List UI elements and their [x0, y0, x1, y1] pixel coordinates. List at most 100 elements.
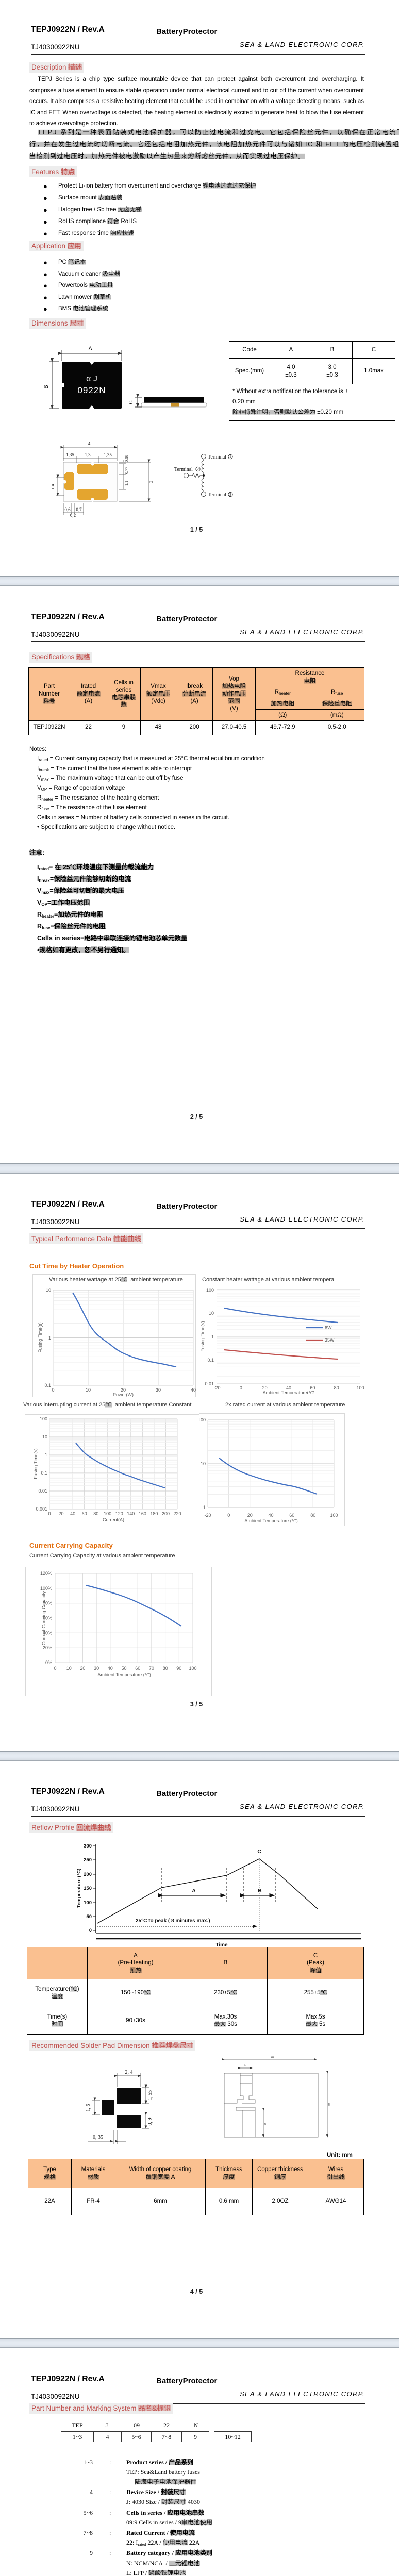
- svg-text:0.001: 0.001: [36, 1506, 47, 1512]
- svg-text:100: 100: [84, 1900, 92, 1906]
- svg-text:A: A: [88, 346, 92, 352]
- svg-text:0, 9: 0, 9: [147, 2118, 153, 2126]
- svg-text:80%: 80%: [43, 1601, 52, 1606]
- svg-text:20: 20: [80, 1666, 85, 1671]
- svg-text:10: 10: [201, 1461, 206, 1466]
- svg-text:60: 60: [82, 1511, 87, 1516]
- svg-text:0,7: 0,7: [76, 507, 82, 512]
- svg-text:-20: -20: [204, 1513, 211, 1518]
- svg-text:80: 80: [93, 1511, 98, 1516]
- svg-text:35W: 35W: [325, 1337, 335, 1343]
- svg-text:60: 60: [135, 1666, 140, 1671]
- svg-text:40: 40: [271, 2056, 274, 2059]
- svg-text:Current(A): Current(A): [103, 1517, 124, 1522]
- svg-text:20%: 20%: [43, 1645, 52, 1650]
- svg-text:10: 10: [86, 1387, 91, 1393]
- svg-text:-20: -20: [213, 1385, 220, 1391]
- svg-text:220: 220: [173, 1511, 181, 1516]
- svg-text:80: 80: [334, 1385, 339, 1391]
- svg-text:20: 20: [247, 1513, 253, 1518]
- svg-text:90: 90: [176, 1666, 181, 1671]
- svg-text:100: 100: [104, 1511, 111, 1516]
- svg-text:C: C: [257, 1849, 261, 1855]
- svg-text:0.1: 0.1: [207, 1358, 214, 1363]
- svg-text:50: 50: [121, 1666, 126, 1671]
- svg-text:Ambient Temperature(℃): Ambient Temperature(℃): [263, 1390, 315, 1394]
- svg-text:40%: 40%: [43, 1630, 52, 1635]
- svg-text:250: 250: [84, 1857, 92, 1863]
- svg-text:0, 35: 0, 35: [93, 2134, 103, 2140]
- svg-text:Terminal: Terminal: [174, 467, 193, 472]
- svg-text:200: 200: [162, 1511, 170, 1516]
- svg-text:200: 200: [84, 1872, 92, 1877]
- svg-text:A: A: [192, 1888, 195, 1894]
- svg-text:0: 0: [48, 1511, 51, 1516]
- svg-text:1,3: 1,3: [85, 452, 91, 457]
- svg-text:Time: Time: [215, 1942, 228, 1948]
- svg-text:300: 300: [84, 1843, 92, 1849]
- svg-text:4: 4: [88, 441, 91, 446]
- svg-text:0.1: 0.1: [41, 1470, 47, 1476]
- svg-text:1, 6: 1, 6: [86, 2104, 91, 2112]
- svg-text:150: 150: [84, 1886, 92, 1891]
- svg-text:160: 160: [139, 1511, 146, 1516]
- svg-text:40: 40: [286, 1385, 291, 1391]
- svg-text:25°C to peak ( 8 minutes max.): 25°C to peak ( 8 minutes max.): [136, 1918, 210, 1924]
- svg-text:Power(W): Power(W): [113, 1392, 134, 1397]
- svg-text:70: 70: [149, 1666, 154, 1671]
- svg-text:Terminal: Terminal: [208, 454, 226, 460]
- svg-text:40: 40: [268, 1513, 273, 1518]
- svg-text:2, 4: 2, 4: [125, 2070, 133, 2075]
- svg-text:1,35: 1,35: [104, 452, 112, 457]
- svg-text:100: 100: [199, 1417, 206, 1422]
- svg-text:Fusing Time(s): Fusing Time(s): [33, 1448, 38, 1479]
- svg-text:60: 60: [310, 1385, 315, 1391]
- svg-text:1: 1: [229, 455, 231, 459]
- svg-text:0,2: 0,2: [70, 513, 76, 518]
- svg-text:B: B: [44, 385, 49, 388]
- svg-text:30: 30: [94, 1666, 99, 1671]
- svg-text:C: C: [128, 400, 134, 404]
- svg-text:1.4: 1.4: [52, 484, 55, 490]
- svg-text:100: 100: [356, 1385, 364, 1391]
- svg-text:0: 0: [227, 1513, 230, 1518]
- svg-text:3: 3: [229, 493, 231, 497]
- svg-text:40: 40: [70, 1511, 75, 1516]
- svg-text:80: 80: [163, 1666, 168, 1671]
- svg-text:0.01: 0.01: [205, 1381, 214, 1386]
- svg-text:Temperature (°C): Temperature (°C): [76, 1869, 82, 1908]
- svg-text:B: B: [258, 1888, 261, 1894]
- svg-text:0,6: 0,6: [64, 507, 71, 512]
- svg-text:B: B: [264, 2123, 267, 2125]
- svg-text:Terminal: Terminal: [208, 492, 226, 498]
- svg-text:120: 120: [115, 1511, 123, 1516]
- svg-text:100: 100: [189, 1666, 196, 1671]
- svg-text:0: 0: [240, 1385, 242, 1391]
- svg-text:Ambient Temperature (℃): Ambient Temperature (℃): [244, 1518, 297, 1523]
- svg-text:60: 60: [289, 1513, 294, 1518]
- svg-text:40: 40: [191, 1387, 196, 1393]
- svg-text:100%: 100%: [40, 1586, 52, 1591]
- svg-text:1: 1: [45, 1452, 47, 1458]
- svg-text:0: 0: [54, 1666, 56, 1671]
- svg-text:0: 0: [52, 1387, 54, 1393]
- svg-text:10: 10: [66, 1666, 72, 1671]
- svg-text:100: 100: [330, 1513, 338, 1518]
- svg-text:10: 10: [209, 1311, 214, 1316]
- svg-text:0%: 0%: [45, 1660, 52, 1665]
- svg-text:2: 2: [197, 467, 199, 471]
- svg-text:0.18: 0.18: [124, 455, 129, 462]
- svg-text:6W: 6W: [325, 1325, 332, 1330]
- svg-text:α J: α J: [86, 375, 97, 383]
- svg-text:30: 30: [156, 1387, 161, 1393]
- svg-text:Current-Carrying Capacity: Current-Carrying Capacity: [41, 1591, 46, 1645]
- svg-text:20: 20: [262, 1385, 268, 1391]
- svg-text:10: 10: [42, 1434, 47, 1439]
- svg-text:20: 20: [58, 1511, 63, 1516]
- svg-text:0.01: 0.01: [38, 1488, 47, 1494]
- svg-text:0: 0: [89, 1928, 92, 1934]
- svg-text:100: 100: [206, 1287, 214, 1293]
- svg-text:30: 30: [328, 2103, 331, 2106]
- svg-text:3: 3: [148, 480, 154, 483]
- svg-text:A: A: [244, 2064, 246, 2067]
